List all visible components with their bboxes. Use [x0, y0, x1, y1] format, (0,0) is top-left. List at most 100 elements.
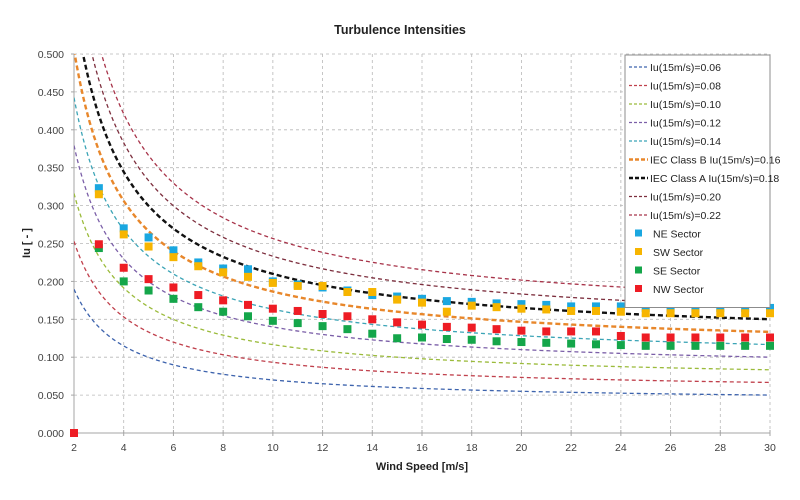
data-point [368, 315, 377, 324]
legend-box [624, 54, 771, 308]
data-point [467, 301, 476, 310]
curve-line [74, 54, 770, 334]
x-axis-title: Wind Speed [m/s] [376, 461, 469, 473]
data-point [194, 303, 203, 312]
data-point [517, 326, 526, 335]
x-tick-label: 30 [764, 442, 776, 454]
data-point [244, 272, 252, 281]
data-point [418, 320, 426, 329]
data-point [318, 322, 327, 331]
data-point [169, 294, 178, 303]
data-point [517, 304, 526, 313]
data-point [368, 288, 377, 297]
data-point [94, 190, 103, 199]
y-tick-label: 0.000 [38, 428, 64, 440]
data-point [119, 224, 128, 233]
legend: Iu(15m/s)=0.06 Iu(15m/s)=0.08 Iu(15m/s)=0.… [624, 54, 781, 308]
data-point [616, 302, 625, 311]
data-point [616, 341, 625, 350]
x-tick-label: 2 [71, 442, 77, 454]
data-point [542, 300, 551, 309]
legend-marker-swatch [635, 266, 642, 274]
y-tick-label: 0.450 [38, 87, 64, 99]
y-tick-label: 0.350 [38, 163, 64, 175]
x-tick-label: 16 [416, 442, 428, 454]
x-tick-label: 10 [267, 442, 279, 454]
data-point [641, 341, 650, 350]
chart-title: Turbulence Intensities [334, 23, 466, 37]
data-point [194, 262, 203, 271]
data-point [268, 316, 277, 325]
data-point [616, 331, 625, 340]
y-tick-label: 0.150 [38, 314, 64, 326]
data-point [219, 307, 228, 316]
data-point [666, 309, 675, 318]
legend-label: Iu(15m/s)=0.20 [650, 192, 721, 204]
data-point [418, 333, 426, 342]
data-point [144, 242, 153, 251]
data-point [716, 333, 725, 342]
data-point [368, 329, 377, 338]
data-point [442, 322, 451, 331]
data-point [244, 300, 252, 309]
data-point [567, 302, 576, 311]
curve-line [74, 241, 770, 384]
legend-label: Iu(15m/s)=0.06 [650, 62, 721, 74]
data-point [293, 306, 302, 315]
data-point [592, 306, 600, 315]
legend-marker-swatch [635, 229, 642, 237]
y-tick-label: 0.200 [38, 276, 64, 288]
curve-line [74, 97, 770, 346]
data-point [293, 319, 302, 328]
y-tick-label: 0.300 [38, 201, 64, 213]
data-point [542, 305, 551, 314]
legend-label: SE Sector [653, 266, 701, 278]
data-point [716, 309, 725, 318]
data-point [144, 275, 153, 284]
data-point [766, 341, 774, 350]
data-point [592, 340, 600, 349]
data-point [641, 309, 650, 318]
data-point [542, 338, 551, 347]
data-point [691, 341, 700, 350]
data-point [666, 341, 675, 350]
data-point [393, 334, 402, 343]
data-point [144, 233, 153, 242]
data-point [119, 230, 128, 239]
data-point [219, 268, 228, 277]
data-point [542, 327, 551, 336]
data-point [567, 306, 576, 315]
x-tick-label: 8 [220, 442, 226, 454]
data-point [119, 277, 128, 286]
data-point [70, 429, 78, 437]
data-point [467, 335, 476, 344]
data-point [641, 333, 650, 342]
data-point [467, 323, 476, 332]
y-axis-title: Iu [ - ] [21, 228, 33, 258]
reference-curves [74, 54, 770, 396]
data-point [616, 307, 625, 316]
x-tick-label: 24 [615, 442, 627, 454]
data-point [244, 312, 252, 321]
data-point [393, 318, 402, 327]
curve-line [91, 54, 770, 308]
y-tick-label: 0.100 [38, 352, 64, 364]
x-tick-label: 14 [366, 442, 378, 454]
grid [74, 53, 771, 433]
data-point [517, 338, 526, 347]
data-point [393, 295, 402, 304]
data-point [169, 253, 178, 262]
legend-label: NW Sector [653, 284, 704, 296]
data-point [741, 309, 750, 318]
legend-marker-swatch [635, 285, 642, 292]
legend-label: Iu(15m/s)=0.12 [650, 118, 721, 130]
data-point [219, 296, 228, 305]
x-tick-label: 28 [714, 442, 726, 454]
data-point [691, 333, 700, 342]
data-point [592, 327, 600, 336]
data-point [517, 300, 526, 309]
x-tick-label: 18 [466, 442, 478, 454]
data-point [418, 298, 426, 307]
